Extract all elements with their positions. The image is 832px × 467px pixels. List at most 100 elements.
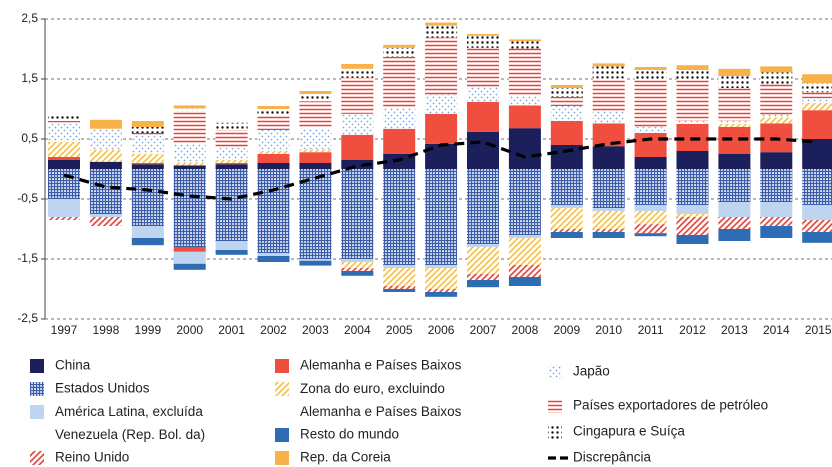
legend-label: Alemanha e Países Baixos bbox=[300, 358, 462, 373]
bar-segment bbox=[467, 131, 499, 169]
bar-segment bbox=[341, 134, 374, 160]
bar-segment bbox=[676, 121, 709, 124]
bar-segment bbox=[760, 72, 793, 85]
bar-segment bbox=[425, 265, 458, 268]
bar-segment bbox=[550, 106, 583, 121]
bar-segment bbox=[341, 160, 374, 169]
bar-segment bbox=[760, 66, 793, 73]
legend-swatch bbox=[548, 399, 562, 413]
bar-segment bbox=[299, 152, 332, 163]
bar-segment bbox=[341, 64, 374, 69]
bar-segment bbox=[508, 169, 541, 235]
bar-segment bbox=[467, 35, 499, 48]
bar-segment bbox=[467, 101, 499, 132]
bar-segment bbox=[341, 262, 374, 268]
bar-segment bbox=[299, 260, 332, 266]
bar-segment bbox=[802, 74, 832, 84]
legend-swatch bbox=[548, 425, 562, 439]
bar-segment bbox=[425, 292, 458, 297]
bar-segment bbox=[215, 169, 248, 241]
bar-segment bbox=[550, 145, 583, 169]
bar-segment bbox=[592, 169, 625, 208]
bar-segment bbox=[299, 128, 332, 150]
bar-segment bbox=[173, 105, 206, 109]
y-tick-label: 1,5 bbox=[21, 71, 38, 85]
legend-swatch bbox=[30, 451, 44, 465]
bar-segment bbox=[131, 164, 164, 169]
bar-segment bbox=[257, 253, 290, 256]
bar-segment bbox=[425, 37, 458, 95]
bar-segment bbox=[425, 169, 458, 265]
bar-segment bbox=[550, 229, 583, 232]
bar-segment bbox=[383, 44, 416, 48]
bar-segment bbox=[802, 169, 832, 205]
bar-segment bbox=[257, 169, 290, 253]
bar-segment bbox=[718, 121, 751, 124]
bar-segment bbox=[215, 250, 248, 255]
bar-segment bbox=[550, 208, 583, 229]
legend-label: Zona do euro, excluindo Alemanha e Países… bbox=[300, 381, 462, 419]
bar-segment bbox=[48, 160, 80, 169]
x-tick-label: 1997 bbox=[51, 323, 78, 337]
x-tick-label: 2013 bbox=[721, 323, 748, 337]
bar-segment bbox=[634, 205, 667, 211]
x-tick-label: 1999 bbox=[134, 323, 161, 337]
bar-segment bbox=[299, 94, 332, 102]
legend-label: Japão bbox=[573, 364, 610, 379]
bar-segment bbox=[760, 84, 793, 115]
bar-segment bbox=[592, 229, 625, 232]
bar-segment bbox=[802, 139, 832, 169]
bar-segment bbox=[550, 121, 583, 145]
bar-segment bbox=[215, 241, 248, 250]
bar-segment bbox=[508, 48, 541, 97]
bar-segment bbox=[425, 94, 458, 114]
bar-segment bbox=[760, 169, 793, 202]
bar-segment bbox=[173, 144, 206, 163]
bar-segment bbox=[718, 202, 751, 217]
x-tick-label: 2008 bbox=[512, 323, 539, 337]
bar-segment bbox=[802, 103, 832, 111]
bar-segment bbox=[131, 121, 164, 127]
bar-segment bbox=[676, 205, 709, 214]
bar-segment bbox=[760, 226, 793, 238]
bar-segment bbox=[592, 208, 625, 211]
bar-segment bbox=[131, 136, 164, 154]
bar-segment bbox=[383, 107, 416, 129]
bar-segment bbox=[383, 47, 416, 57]
bar-segment bbox=[508, 41, 541, 49]
bar-segment bbox=[299, 149, 332, 153]
bar-segment bbox=[131, 127, 164, 133]
legend-swatch bbox=[548, 365, 562, 379]
legend-swatch bbox=[275, 428, 289, 442]
bar-segment bbox=[48, 113, 80, 121]
bar-segment bbox=[257, 109, 290, 115]
bar-segment bbox=[383, 56, 416, 108]
bar-segment bbox=[257, 106, 290, 109]
bar-segment bbox=[676, 217, 709, 235]
bar-segment bbox=[550, 169, 583, 205]
bar-segment bbox=[676, 70, 709, 79]
bar-segment bbox=[802, 110, 832, 139]
bar-segment bbox=[48, 169, 80, 199]
y-tick-label: -2,5 bbox=[17, 311, 38, 325]
bar-segment bbox=[467, 280, 499, 288]
x-tick-label: 2000 bbox=[176, 323, 203, 337]
bar-segment bbox=[760, 117, 793, 124]
bar-segment bbox=[341, 271, 374, 276]
bar-segment bbox=[592, 66, 625, 79]
x-tick-label: 1998 bbox=[93, 323, 120, 337]
bar-segment bbox=[341, 169, 374, 259]
bar-segment bbox=[508, 238, 541, 265]
bar-segment bbox=[257, 130, 290, 151]
bar-segment bbox=[215, 164, 248, 169]
bar-segment bbox=[676, 169, 709, 205]
bar-segment bbox=[131, 169, 164, 226]
bar-segment bbox=[89, 217, 122, 226]
bar-segment bbox=[718, 229, 751, 241]
bar-segment bbox=[508, 105, 541, 129]
bar-segment bbox=[257, 256, 290, 262]
bar-segment bbox=[425, 22, 458, 26]
bar-segment bbox=[592, 123, 625, 147]
bar-segment bbox=[425, 289, 458, 292]
